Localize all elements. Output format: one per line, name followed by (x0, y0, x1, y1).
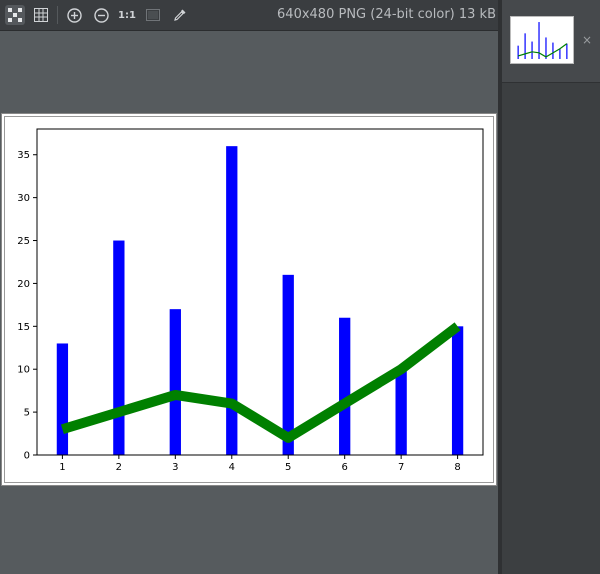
y-tick-label: 15 (17, 322, 30, 333)
zoom-in-icon[interactable] (64, 5, 84, 25)
x-tick-label: 4 (229, 462, 235, 473)
thumbnail-line (517, 43, 568, 58)
thumbnail-bar (552, 42, 554, 59)
thumbnail-bar (559, 48, 561, 59)
zoom-out-icon[interactable] (91, 5, 111, 25)
x-tick-label: 2 (116, 462, 122, 473)
thumbnail-bar (524, 33, 526, 59)
bar (395, 369, 407, 455)
x-tick-label: 5 (285, 462, 291, 473)
panel-divider (498, 0, 502, 574)
bar (56, 343, 69, 455)
thumbnail-bar (545, 37, 547, 59)
one-to-one-zoom-button[interactable]: 1:1 (116, 5, 138, 25)
chart-figure: 1 2 3 4 5 6 7 8 0 5 10 15 20 25 30 35 (4, 116, 494, 483)
chart: 1 2 3 4 5 6 7 8 0 5 10 15 20 25 30 35 (17, 128, 484, 473)
x-tick-label: 8 (454, 462, 460, 473)
thumbnail-bar (538, 22, 540, 59)
toolbar-separator (57, 6, 58, 24)
one-to-one-label: 1:1 (118, 9, 136, 21)
image-canvas: 1 2 3 4 5 6 7 8 0 5 10 15 20 25 30 35 (1, 113, 497, 486)
thumbnail-sidebar: × (502, 0, 600, 574)
thumbnail-chart (517, 22, 568, 59)
color-picker-icon[interactable] (170, 5, 190, 25)
bar (339, 317, 351, 455)
bar (226, 146, 238, 455)
plot-frame (36, 128, 484, 456)
image-viewport[interactable]: 1 2 3 4 5 6 7 8 0 5 10 15 20 25 30 35 (0, 31, 498, 574)
y-tick-label: 0 (24, 451, 30, 462)
fit-to-window-icon[interactable] (5, 5, 25, 25)
x-tick-label: 3 (172, 462, 178, 473)
bar (282, 274, 294, 455)
viewer-toolbar: 1:1 640x480 PNG (24-bit color) 13 kB (0, 0, 502, 31)
thumbnail-close-icon[interactable]: × (582, 33, 593, 47)
thumbnail-panel: × (502, 0, 600, 83)
y-tick-label: 30 (17, 193, 30, 204)
y-tick-label: 10 (17, 365, 30, 376)
y-tick-label: 25 (17, 236, 30, 247)
y-tick-label: 5 (24, 408, 30, 419)
bar (451, 326, 464, 455)
bar (113, 240, 125, 455)
series-line (60, 322, 461, 443)
thumbnail-bar (531, 41, 533, 59)
bar (169, 309, 181, 455)
image-info-text: 640x480 PNG (24-bit color) 13 kB (277, 7, 496, 22)
y-tick-label: 20 (17, 279, 30, 290)
y-tick-label: 35 (17, 150, 30, 161)
x-tick-label: 6 (341, 462, 347, 473)
thumbnail-bar (566, 43, 568, 59)
grid-toggle-icon[interactable] (31, 5, 51, 25)
thumbnail-image[interactable] (510, 16, 574, 64)
background-toggle-icon[interactable] (143, 5, 163, 25)
x-tick-label: 7 (398, 462, 404, 473)
thumbnail-bar (517, 45, 519, 59)
x-tick-label: 1 (59, 462, 65, 473)
